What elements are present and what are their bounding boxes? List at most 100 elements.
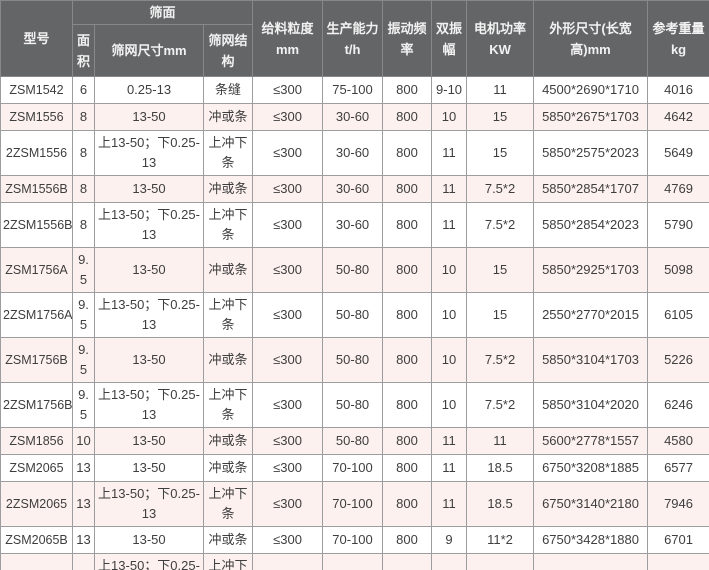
cell-mesh_structure: 条缝 <box>202 76 254 104</box>
cell-capacity: 70-100 <box>322 526 384 554</box>
cell-mesh_size: 13-50 <box>94 247 204 293</box>
cell-mesh_structure: 上冲下条 <box>202 481 254 527</box>
header-row-group: 型号 筛面 给料粒度mm 生产能力t/h 振动频率 双振幅 电机功率KW 外形尺… <box>0 0 709 77</box>
cell-mesh_size: 13-50 <box>94 427 204 455</box>
cell-weight: 7946 <box>647 481 709 527</box>
cell-capacity: 75-100 <box>322 76 384 104</box>
cell-weight: 6577 <box>647 454 709 482</box>
cell-weight: 5098 <box>647 247 709 293</box>
cell-area: 9.5 <box>72 292 95 338</box>
cell-weight: 5226 <box>647 337 709 383</box>
cell-feed_size: ≤300 <box>252 382 324 428</box>
cell-area: 13 <box>72 454 95 482</box>
cell-mesh_size: 上13-50；下0.25-13 <box>94 292 204 338</box>
cell-capacity: 50-80 <box>322 337 384 383</box>
cell-frequency: 800 <box>382 454 433 482</box>
cell-frequency: 800 <box>382 553 433 570</box>
cell-model: 2ZSM1756B <box>0 382 73 428</box>
cell-frequency: 800 <box>382 526 433 554</box>
cell-area: 8 <box>72 130 95 176</box>
cell-motor_power: 11*2 <box>466 526 535 554</box>
cell-model: ZSM2065B <box>0 526 73 554</box>
cell-mesh_size: 13-50 <box>94 175 204 203</box>
cell-mesh_structure: 冲或条 <box>202 337 254 383</box>
cell-frequency: 800 <box>382 382 433 428</box>
cell-mesh_size: 上13-50；下0.25-13 <box>94 202 204 248</box>
cell-amplitude: 10 <box>431 247 468 293</box>
header-weight: 参考重量kg <box>647 0 709 77</box>
cell-capacity: 30-60 <box>322 175 384 203</box>
cell-capacity: 50-80 <box>322 292 384 338</box>
cell-motor_power: 7.5*2 <box>466 175 535 203</box>
cell-weight: 4580 <box>647 427 709 455</box>
cell-motor_power: 7.5*2 <box>466 337 535 383</box>
cell-capacity: 50-80 <box>322 247 384 293</box>
cell-mesh_structure: 冲或条 <box>202 103 254 131</box>
cell-feed_size: ≤300 <box>252 526 324 554</box>
cell-mesh_structure: 上冲下条 <box>202 382 254 428</box>
table-row: ZSM1542 6 0.25-13 条缝 ≤300 75-100 800 9-10 11 4500… <box>0 76 709 104</box>
cell-mesh_size: 13-50 <box>94 454 204 482</box>
cell-amplitude: 11 <box>431 202 468 248</box>
cell-frequency: 800 <box>382 202 433 248</box>
cell-dimensions: 6750*3208*1885 <box>533 454 649 482</box>
table-header: 型号 筛面 给料粒度mm 生产能力t/h 振动频率 双振幅 电机功率KW 外形尺… <box>0 0 709 77</box>
cell-motor_power: 15 <box>466 247 535 293</box>
cell-area: 13 <box>72 526 95 554</box>
cell-mesh_size: 13-50 <box>94 526 204 554</box>
cell-dimensions: 4500*2690*1710 <box>533 76 649 104</box>
header-dimensions: 外形尺寸(长宽高)mm <box>533 0 649 77</box>
cell-weight: 8068 <box>647 553 709 570</box>
table-row: 2ZSM1556B 8 上13-50；下0.25-13 上冲下条 ≤300 30-60 80… <box>0 202 709 248</box>
cell-mesh_structure: 上冲下条 <box>202 202 254 248</box>
cell-area: 8 <box>72 175 95 203</box>
cell-feed_size: ≤300 <box>252 76 324 104</box>
cell-model: 2ZSM2065 <box>0 481 73 527</box>
cell-capacity: 50-80 <box>322 382 384 428</box>
cell-amplitude: 11 <box>431 175 468 203</box>
header-motor-power: 电机功率KW <box>466 0 535 77</box>
cell-frequency: 800 <box>382 337 433 383</box>
cell-feed_size: ≤300 <box>252 553 324 570</box>
cell-area: 8 <box>72 103 95 131</box>
cell-area: 6 <box>72 76 95 104</box>
cell-motor_power: 15 <box>466 292 535 338</box>
cell-feed_size: ≤300 <box>252 337 324 383</box>
cell-dimensions: 5850*3104*1703 <box>533 337 649 383</box>
cell-area: 13 <box>72 481 95 527</box>
cell-amplitude: 9 <box>431 526 468 554</box>
header-vibration-frequency: 振动频率 <box>382 0 433 77</box>
cell-mesh_structure: 冲或条 <box>202 175 254 203</box>
cell-weight: 4769 <box>647 175 709 203</box>
cell-mesh_size: 上13-50；下0.25-13 <box>94 481 204 527</box>
cell-feed_size: ≤300 <box>252 427 324 455</box>
cell-weight: 6701 <box>647 526 709 554</box>
cell-motor_power: 11 <box>466 76 535 104</box>
cell-motor_power: 18.5 <box>466 454 535 482</box>
cell-mesh_structure: 上冲下条 <box>202 130 254 176</box>
cell-dimensions: 6750*3140*2180 <box>533 481 649 527</box>
header-mesh-structure: 筛网结构 <box>202 24 254 77</box>
cell-feed_size: ≤300 <box>252 454 324 482</box>
cell-mesh_structure: 冲或条 <box>202 427 254 455</box>
cell-model: ZSM1756B <box>0 337 73 383</box>
cell-area: 10 <box>72 427 95 455</box>
cell-dimensions: 6750*3428*3185 <box>533 553 649 570</box>
cell-area: 9.5 <box>72 247 95 293</box>
cell-frequency: 800 <box>382 427 433 455</box>
cell-mesh_size: 0.25-13 <box>94 76 204 104</box>
cell-amplitude: 10 <box>431 292 468 338</box>
header-capacity: 生产能力t/h <box>322 0 384 77</box>
cell-mesh_structure: 冲或条 <box>202 454 254 482</box>
cell-frequency: 800 <box>382 481 433 527</box>
cell-model: ZSM1756A <box>0 247 73 293</box>
cell-dimensions: 5850*2575*2023 <box>533 130 649 176</box>
cell-capacity: 70-100 <box>322 454 384 482</box>
cell-capacity: 50-80 <box>322 427 384 455</box>
cell-mesh_size: 上13-50；下0.25-13 <box>94 382 204 428</box>
cell-capacity: 70-100 <box>322 481 384 527</box>
cell-weight: 4016 <box>647 76 709 104</box>
cell-area: 8 <box>72 202 95 248</box>
cell-dimensions: 5850*2925*1703 <box>533 247 649 293</box>
